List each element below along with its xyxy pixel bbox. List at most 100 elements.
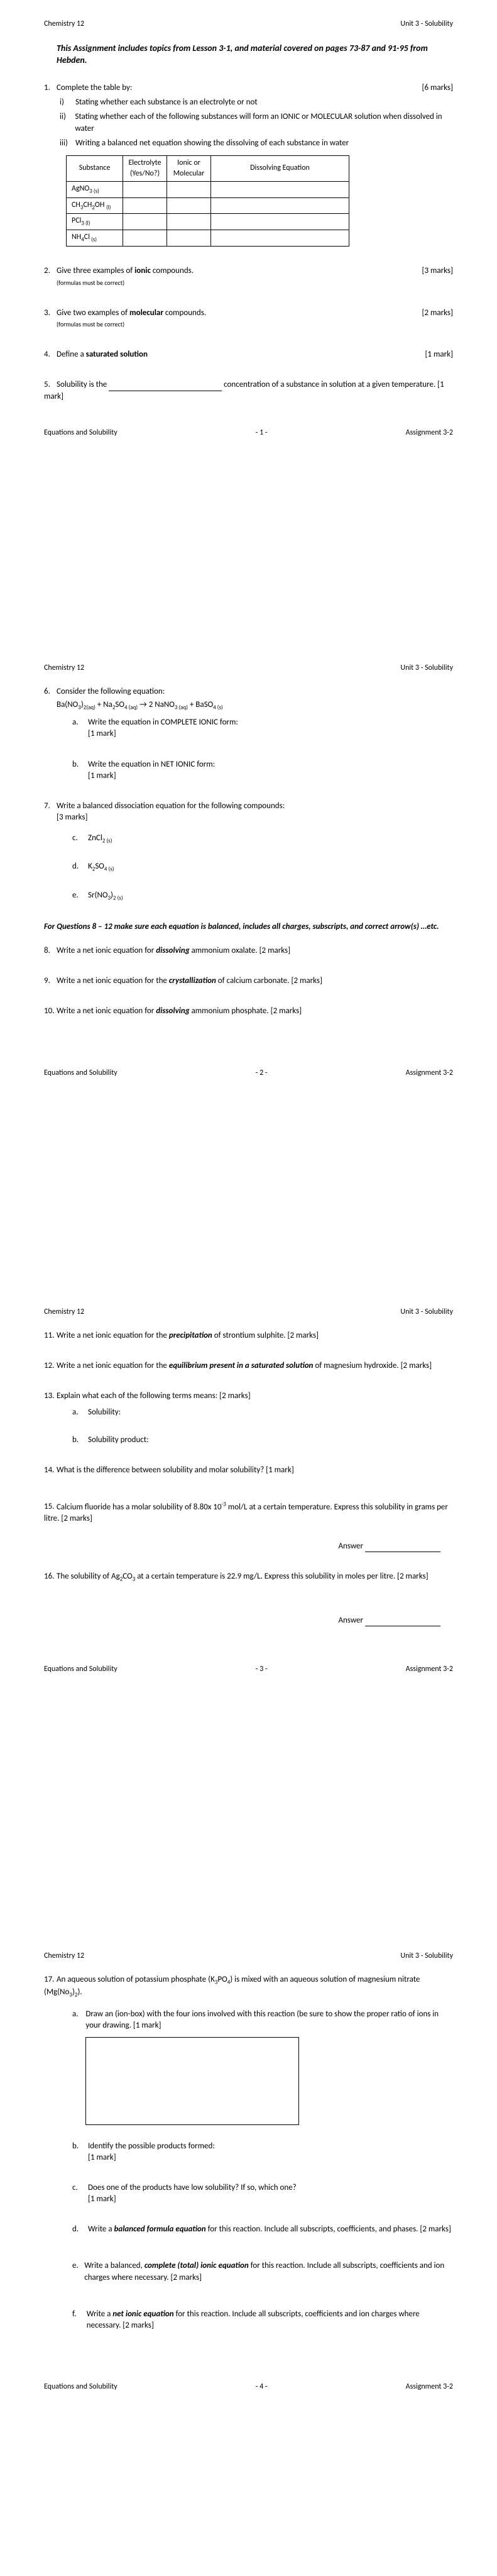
question-17: 17.An aqueous solution of potassium phos… [44, 1974, 453, 2331]
answer-line: Answer [44, 1615, 440, 1626]
q-number: 5. [44, 379, 57, 391]
q11-bold: precipitation [169, 1331, 212, 1340]
footer-pagenum: - 2 - [256, 1068, 268, 1079]
q-number: 6. [44, 686, 57, 697]
alpha-c: c. [72, 833, 88, 845]
q3-text: Give two examples of [57, 308, 129, 318]
q17-a: Draw an (ion-box) with the four ions inv… [85, 2009, 439, 2030]
unit-title: Unit 3 - Solubility [400, 19, 453, 30]
q2-note: (formulas must be correct) [57, 279, 124, 287]
q17-f: Write a [87, 2309, 113, 2319]
q8-bold: dissolving [156, 946, 189, 955]
course-title: Chemistry 12 [44, 663, 84, 674]
q-number: 10. [44, 1006, 57, 1017]
alpha-a: a. [72, 1407, 88, 1418]
q17-e-bold: complete (total) ionic equation [145, 2261, 249, 2270]
footer-pagenum: - 4 - [256, 2382, 268, 2392]
page-header: Chemistry 12 Unit 3 - Solubility [44, 19, 453, 30]
q17-d2: for this reaction. Include all subscript… [206, 2224, 451, 2234]
q7-e: Sr(NO3)2 (s) [88, 890, 123, 902]
q17-d-bold: balanced formula equation [114, 2224, 206, 2234]
question-9: 9.Write a net ionic equation for the cry… [44, 975, 453, 987]
q13-text: Explain what each of the following terms… [57, 1391, 251, 1401]
q6-text: Consider the following equation: [57, 687, 165, 696]
q4-marks: [1 mark] [425, 349, 453, 360]
page-footer: Equations and Solubility - 4 - Assignmen… [44, 2382, 453, 2392]
alpha-d: d. [72, 2224, 88, 2235]
page-header: Chemistry 12 Unit 3 - Solubility [44, 1307, 453, 1318]
q16-text: The solubility of Ag2CO3 at a certain te… [57, 1572, 429, 1581]
q17-c-marks: [1 mark] [88, 2194, 116, 2204]
alpha-a: a. [72, 2009, 85, 2124]
q-number: 17. [44, 1974, 57, 1985]
footer-right: Assignment 3-2 [406, 2382, 453, 2392]
q12-bold: equilibrium present in a saturated solut… [169, 1361, 314, 1370]
q1-ii: Stating whether each of the following su… [75, 111, 453, 134]
question-6: 6.Consider the following equation: Ba(NO… [44, 686, 453, 782]
q3-note: (formulas must be correct) [57, 320, 124, 328]
q14-text: What is the difference between solubilit… [57, 1465, 294, 1475]
q8-text: Write a net ionic equation for [57, 946, 156, 955]
q17-text: An aqueous solution of potassium phospha… [44, 1975, 420, 1997]
q-number: 16. [44, 1571, 57, 1582]
footer-right: Assignment 3-2 [406, 1068, 453, 1079]
page-footer: Equations and Solubility - 3 - Assignmen… [44, 1664, 453, 1675]
table-row: CH3CH2OH (l) [67, 197, 349, 214]
answer-line: Answer [44, 1541, 440, 1552]
alpha-e: e. [72, 890, 88, 902]
page-2: Chemistry 12 Unit 3 - Solubility 6.Consi… [0, 644, 497, 1288]
q-number: 4. [44, 349, 57, 360]
ion-box-drawing [85, 2037, 299, 2125]
question-11: 11.Write a net ionic equation for the pr… [44, 1330, 453, 1341]
q9-bold: crystallization [169, 976, 216, 985]
alpha-e: e. [72, 2260, 84, 2283]
q-number: 8. [44, 945, 57, 957]
question-1: 1.Complete the table by: [6 marks] i)Sta… [44, 82, 453, 247]
q3-bold: molecular [129, 308, 163, 318]
footer-right: Assignment 3-2 [406, 1664, 453, 1675]
question-14: 14.What is the difference between solubi… [44, 1465, 453, 1476]
q-number: 12. [44, 1360, 57, 1372]
q-number: 9. [44, 975, 57, 987]
question-8: 8.Write a net ionic equation for dissolv… [44, 945, 453, 957]
footer-right: Assignment 3-2 [406, 428, 453, 438]
q-number: 13. [44, 1391, 57, 1402]
question-12: 12.Write a net ionic equation for the eq… [44, 1360, 453, 1372]
footer-left: Equations and Solubility [44, 428, 117, 438]
th-equation: Dissolving Equation [211, 155, 349, 181]
unit-title: Unit 3 - Solubility [400, 1307, 453, 1318]
answer-label: Answer [338, 1541, 363, 1551]
q17-e: Write a balanced, [84, 2261, 145, 2270]
page-footer: Equations and Solubility - 2 - Assignmen… [44, 1068, 453, 1079]
question-5: 5.Solubility is the concentration of a s… [44, 379, 453, 402]
q13-a: Solubility: [88, 1407, 121, 1418]
q-number: 14. [44, 1465, 57, 1476]
question-10: 10.Write a net ionic equation for dissol… [44, 1006, 453, 1017]
roman-i: i) [60, 97, 75, 108]
question-15: 15.Calcium fluoride has a molar solubili… [44, 1501, 453, 1552]
q15-text: Calcium fluoride has a molar solubility … [44, 1502, 448, 1523]
q1-marks: [6 marks] [422, 82, 453, 94]
q7-c: ZnCl2 (s) [88, 833, 112, 845]
q6-b: Write the equation in NET IONIC form: [88, 760, 215, 769]
section-note: For Questions 8 – 12 make sure each equa… [44, 921, 453, 933]
alpha-d: d. [72, 861, 88, 874]
question-7: 7.Write a balanced dissociation equation… [44, 801, 453, 902]
q12-text: Write a net ionic equation for the [57, 1361, 169, 1370]
q7-marks: [3 marks] [57, 812, 453, 823]
question-4: 4.Define a saturated solution [1 mark] [44, 349, 453, 360]
page-1: Chemistry 12 Unit 3 - Solubility This As… [0, 0, 497, 644]
th-electrolyte: Electrolyte (Yes/No?) [123, 155, 167, 181]
unit-title: Unit 3 - Solubility [400, 663, 453, 674]
alpha-c: c. [72, 2182, 88, 2205]
q6-equation: Ba(NO3)2(aq) + Na2SO4 (aq) → 2 NaNO3 (aq… [57, 699, 453, 712]
q13-b: Solubility product: [88, 1435, 149, 1446]
q4-text: Define a [57, 350, 86, 359]
blank-line [109, 384, 222, 391]
q10-text2: ammonium phosphate. [2 marks] [190, 1006, 302, 1016]
q3-marks: [2 marks] [422, 308, 453, 319]
question-2: 2.Give three examples of ionic compounds… [44, 265, 453, 288]
table-row: PCl3 (l) [67, 214, 349, 230]
footer-left: Equations and Solubility [44, 1068, 117, 1079]
q-number: 1. [44, 82, 57, 94]
